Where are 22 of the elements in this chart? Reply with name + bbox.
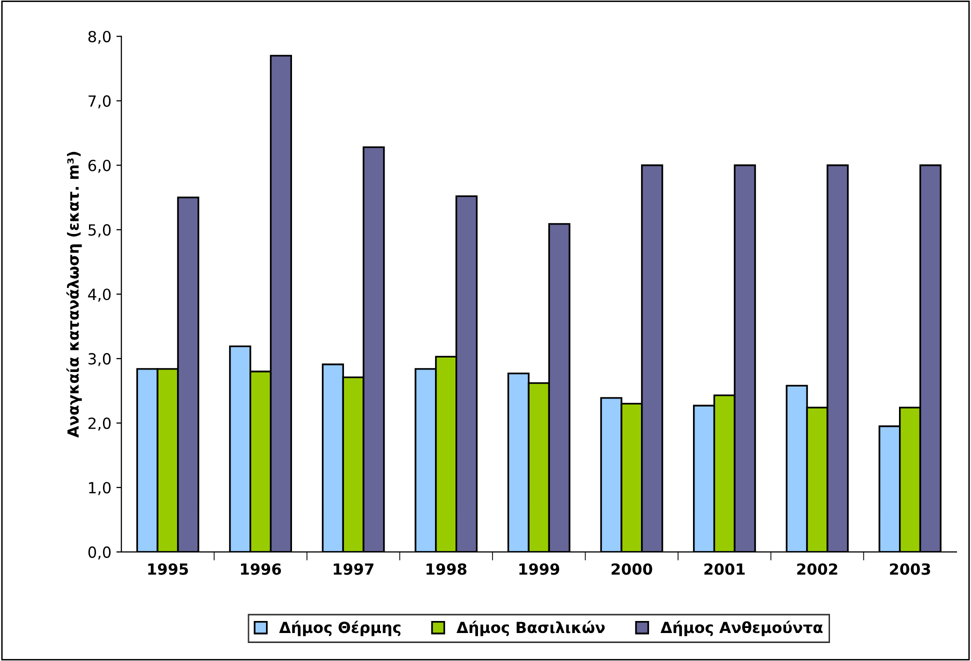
x-tick-label: 1996 bbox=[241, 563, 281, 575]
y-tick-label: 5,0 bbox=[88, 224, 111, 238]
legend-label: Δήμος Θέρμης bbox=[279, 620, 400, 636]
y-tick-label: 6,0 bbox=[88, 160, 111, 173]
y-tick-label: 0,0 bbox=[88, 546, 111, 560]
y-tick-label: 2,0 bbox=[88, 418, 111, 431]
legend-label: Δήμος Βασιλικών bbox=[456, 620, 605, 636]
x-tick-label: 2002 bbox=[797, 563, 838, 575]
x-tick-label: 1999 bbox=[519, 563, 560, 575]
y-tick-label: 3,0 bbox=[88, 353, 111, 366]
x-tick-label: 2001 bbox=[704, 563, 745, 575]
y-tick-label: 8,0 bbox=[88, 30, 111, 44]
y-tick-label: 4,0 bbox=[88, 288, 111, 302]
x-tick-label: 1995 bbox=[148, 563, 188, 575]
y-tick-label: 7,0 bbox=[88, 95, 111, 108]
x-tick-label: 2003 bbox=[890, 563, 930, 575]
x-tick-label: 1998 bbox=[426, 563, 466, 575]
y-axis-title: Αναγκαία κατανάλωση (εκατ. m³) bbox=[66, 152, 82, 438]
legend-label: Δήμος Ανθεμούντα bbox=[660, 620, 823, 636]
x-tick-label: 1997 bbox=[334, 563, 374, 575]
x-tick-label: 2000 bbox=[612, 563, 652, 575]
y-tick-label: 1,0 bbox=[89, 482, 111, 496]
